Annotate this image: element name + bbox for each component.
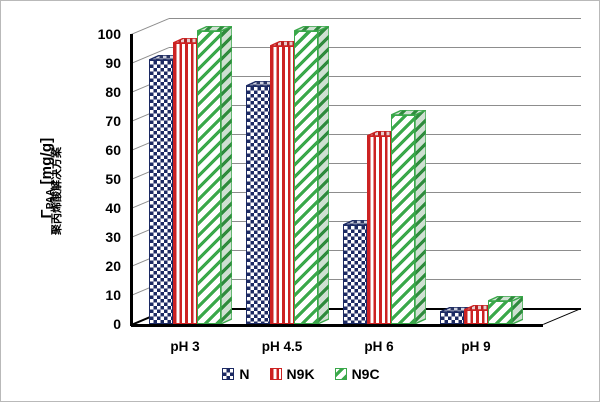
bar-n9k-ph9 — [464, 304, 499, 324]
bar-top-face — [246, 81, 281, 86]
legend-item-n[interactable]: N — [222, 366, 250, 382]
bar-n9c-ph3 — [197, 26, 232, 324]
bar-side-face — [415, 110, 426, 324]
legend-swatch-icon — [222, 368, 235, 380]
bar-top-face — [488, 296, 523, 301]
x-tick-label: pH 4.5 — [261, 339, 303, 354]
bar-top-face — [343, 220, 378, 225]
bar-n9c-ph4.5 — [294, 26, 329, 324]
legend-label: N — [239, 366, 250, 382]
bar-top-outline — [343, 220, 378, 226]
legend-swatch-icon — [269, 368, 282, 380]
bar-front-face — [246, 86, 270, 324]
bar-n-ph4.5 — [246, 81, 281, 324]
y-axis-line — [130, 34, 133, 326]
x-tick-label: pH 6 — [364, 339, 394, 354]
bar-top-face — [270, 41, 305, 46]
bar-n-ph6 — [343, 220, 378, 324]
bar-top-outline — [149, 55, 184, 61]
y-tick-label: 30 — [105, 229, 121, 245]
bar-side-face — [221, 26, 232, 324]
y-tick-label: 70 — [105, 113, 121, 129]
floor-right-edge — [543, 308, 582, 325]
bar-front-face — [149, 60, 173, 324]
y-axis-title-secondary: 聚丙烯酸解决方案 — [50, 147, 63, 235]
bar-front-face — [367, 135, 391, 324]
bar-front-face — [343, 225, 367, 324]
gridline-depth — [131, 18, 170, 35]
bar-front-face — [197, 31, 221, 324]
bar-n9c-ph6 — [391, 110, 426, 324]
bar-top-face — [294, 26, 329, 31]
x-axis-labels: pH 3 pH 4.5 pH 6 pH 9 — [127, 339, 583, 361]
bar-n9k-ph4.5 — [270, 40, 305, 324]
y-tick-label: 0 — [113, 316, 121, 332]
gridline — [169, 105, 581, 106]
bar-n-ph9 — [440, 307, 475, 324]
bar-top-face — [367, 131, 402, 136]
bar-top-face — [440, 307, 475, 312]
bar-top-outline — [391, 110, 426, 116]
y-tick-label: 40 — [105, 200, 121, 216]
gridline — [169, 47, 581, 48]
legend-item-n9c[interactable]: N9C — [334, 366, 380, 382]
y-tick-label: 100 — [97, 26, 121, 42]
y-tick-label: 80 — [105, 84, 121, 100]
bar-top-outline — [440, 307, 475, 313]
bar-top-face — [173, 38, 208, 43]
x-tick-label: pH 9 — [461, 339, 491, 354]
y-tick-label: 90 — [105, 55, 121, 71]
y-tick-label: 50 — [105, 171, 121, 187]
bar-n9k-ph3 — [173, 37, 208, 324]
gridline — [169, 18, 581, 19]
y-axis-title-group: ΓPAA [mg/g] 聚丙烯酸解决方案 — [19, 1, 81, 341]
bar-front-face — [440, 312, 464, 324]
gridline — [169, 76, 581, 77]
y-axis-ticks: 0 10 20 30 40 50 60 70 80 90 100 — [79, 1, 121, 401]
y-tick-label: 60 — [105, 142, 121, 158]
bar-top-outline — [488, 295, 523, 301]
bar-n9k-ph6 — [367, 130, 402, 324]
bar-top-face — [464, 305, 499, 310]
bar-side-face — [318, 26, 329, 324]
x-tick-label: pH 3 — [170, 339, 200, 354]
legend-item-n9k[interactable]: N9K — [269, 366, 315, 382]
bar-top-face — [391, 110, 426, 115]
plot-area — [127, 15, 583, 335]
axis-baseline — [131, 324, 543, 327]
bar-top-outline — [367, 130, 402, 136]
bar-top-outline — [294, 26, 329, 32]
bar-top-face — [149, 55, 184, 60]
bar-front-face — [464, 309, 488, 324]
bar-top-outline — [173, 37, 208, 43]
bar-n-ph3 — [149, 55, 184, 324]
legend-label: N9K — [286, 366, 315, 382]
y-tick-label: 20 — [105, 258, 121, 274]
bar-front-face — [173, 42, 197, 324]
bar-top-outline — [270, 40, 305, 46]
bar-top-face — [197, 26, 232, 31]
bar-front-face — [270, 45, 294, 324]
bar-top-outline — [464, 304, 499, 310]
y-tick-label: 10 — [105, 287, 121, 303]
legend-label: N9C — [351, 366, 380, 382]
bar-front-face — [391, 115, 415, 324]
bar-n9c-ph9 — [488, 295, 523, 324]
bar-front-face — [294, 31, 318, 324]
chart-legend: N N9K N9C — [1, 366, 599, 382]
bar-top-outline — [197, 26, 232, 32]
bar-front-face — [488, 300, 512, 324]
legend-swatch-icon — [334, 368, 347, 380]
bar-top-outline — [246, 81, 281, 87]
